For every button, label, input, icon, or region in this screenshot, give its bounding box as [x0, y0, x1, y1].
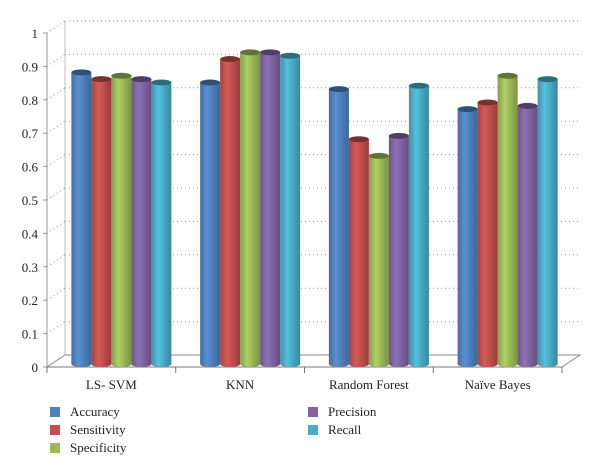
bar-body [457, 109, 478, 367]
bar-body [328, 89, 349, 368]
bar-specificity-3 [497, 72, 518, 367]
bar-body [517, 105, 538, 367]
bar-body [91, 79, 112, 367]
gridline-side [46, 154, 66, 168]
bar-body [260, 52, 281, 367]
bar-top [388, 132, 409, 139]
bar-body [537, 79, 558, 367]
y-tick-label: 0.3 [22, 260, 38, 275]
bar-top [517, 102, 538, 109]
bar-top [457, 106, 478, 113]
bar-sensitivity-2 [348, 136, 369, 367]
gridline-side [46, 287, 66, 301]
bar-body [151, 82, 172, 367]
y-tick-label: 0.9 [22, 59, 38, 74]
bar-precision-0 [131, 76, 152, 367]
axes [43, 21, 582, 373]
bar-body [348, 139, 369, 367]
bar-specificity-0 [111, 72, 132, 367]
bar-top [328, 86, 349, 93]
bar-body [408, 85, 429, 367]
bar-top [368, 152, 389, 159]
bar-body [220, 59, 241, 368]
bar-body [71, 72, 92, 367]
y-tick-label: 0.7 [22, 126, 39, 141]
bar-top [200, 79, 221, 86]
x-tick-labels: LS- SVM KNN Random Forest Naïve Bayes [86, 377, 531, 392]
bar-accuracy-2 [328, 86, 349, 368]
bar-body [388, 135, 409, 367]
y-tick-label: 0.8 [22, 93, 38, 108]
y-tick-label: 0.1 [22, 327, 38, 342]
y-tick-label: 0.6 [22, 160, 39, 175]
bar-body [477, 102, 498, 367]
bar-accuracy-1 [200, 79, 221, 367]
gridline-side [46, 254, 66, 268]
bar-top [71, 69, 92, 76]
gridline-side [46, 53, 66, 67]
bar-top [280, 52, 301, 59]
bar-body [131, 79, 152, 367]
x-tick-label: Naïve Bayes [465, 377, 531, 392]
y-tick-labels: 0 0.1 0.2 0.3 0.4 0.5 0.6 0.7 0.8 0.9 1 [22, 26, 39, 375]
bar-sensitivity-0 [91, 76, 112, 367]
bar-top [91, 76, 112, 83]
bar-specificity-1 [240, 49, 261, 367]
bar-accuracy-0 [71, 69, 92, 367]
gridline-side [46, 187, 66, 201]
bar-top [131, 76, 152, 83]
bar-top [348, 136, 369, 143]
bar-precision-1 [260, 49, 281, 367]
gridline-side [46, 20, 66, 34]
bar-sensitivity-1 [220, 56, 241, 368]
gridline-side [46, 321, 66, 335]
x-tick-label: Random Forest [329, 377, 409, 392]
bar-top [537, 76, 558, 83]
y-tick-label: 1 [32, 26, 39, 41]
x-tick-label: LS- SVM [86, 377, 137, 392]
bar-body [497, 75, 518, 367]
y-tick-label: 0 [32, 360, 39, 375]
bar-body [368, 155, 389, 367]
y-tick-label: 0.5 [22, 193, 38, 208]
bar-sensitivity-3 [477, 99, 498, 367]
bar-precision-3 [517, 102, 538, 367]
x-tick-label: KNN [226, 377, 255, 392]
bar-top [240, 49, 261, 56]
bars [71, 49, 558, 368]
bar-body [111, 75, 132, 367]
bar-body [200, 82, 221, 367]
bar-body [240, 52, 261, 367]
gridline-side [46, 220, 66, 234]
bar-top [497, 72, 518, 79]
bar-specificity-2 [368, 152, 389, 367]
bar-recall-2 [408, 82, 429, 367]
bar-recall-1 [280, 52, 301, 367]
gridline-side [46, 87, 66, 101]
bar-accuracy-3 [457, 106, 478, 367]
y-tick-label: 0.4 [22, 226, 39, 241]
bar-top [151, 79, 172, 86]
bar-top [408, 82, 429, 89]
bar-top [477, 99, 498, 106]
bar-top [111, 72, 132, 79]
bar-top [220, 56, 241, 63]
bar-recall-0 [151, 79, 172, 367]
bar-body [280, 55, 301, 367]
bar-precision-2 [388, 132, 409, 367]
y-tick-label: 0.2 [22, 293, 38, 308]
gridline-side [46, 120, 66, 134]
bar-recall-3 [537, 76, 558, 367]
bar-top [260, 49, 281, 56]
